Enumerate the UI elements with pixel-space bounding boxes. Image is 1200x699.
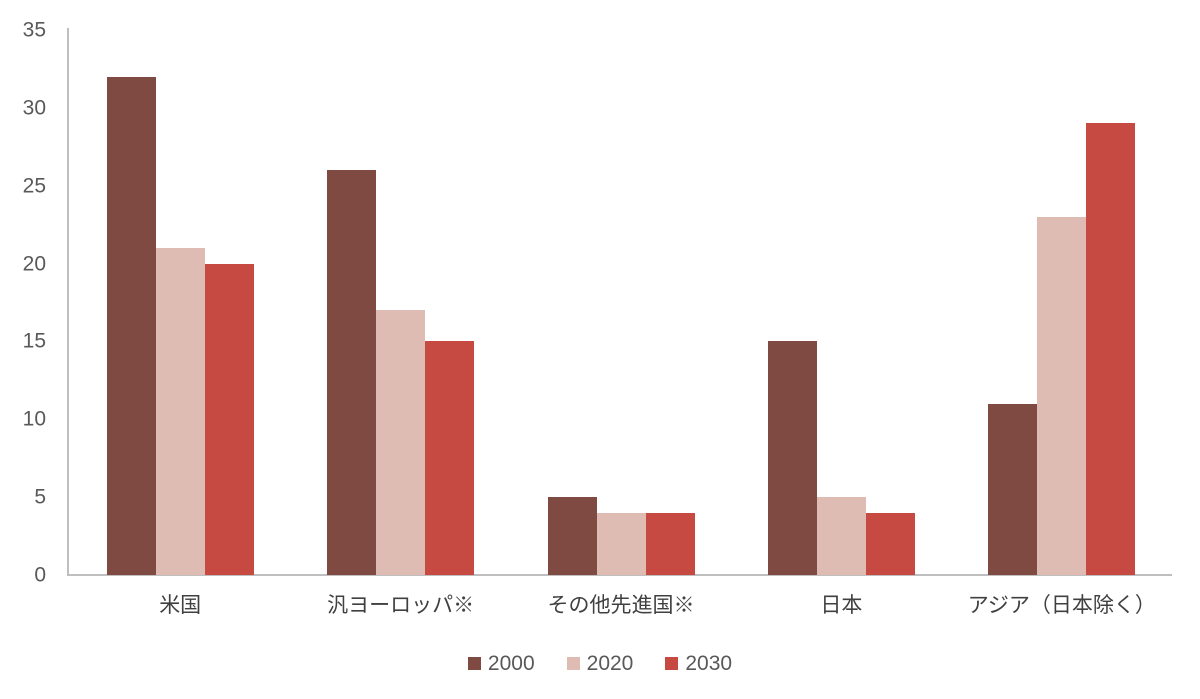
legend-label-2020: 2020	[586, 652, 634, 675]
bar-2030-cat1	[425, 341, 475, 575]
y-tick-label: 30	[22, 96, 46, 120]
legend-item-2020: 2020	[566, 652, 634, 675]
bar-2000-cat2	[547, 497, 597, 575]
legend-swatch-2000	[467, 657, 481, 670]
bar-2030-cat3	[865, 512, 915, 575]
y-tick-label: 20	[22, 252, 46, 276]
legend-swatch-2020	[566, 657, 580, 670]
x-axis-label: その他先進国※	[547, 594, 695, 617]
legend: 2000 2020 2030	[0, 653, 1200, 674]
y-axis-line	[67, 28, 69, 575]
x-axis-line	[67, 574, 1172, 576]
legend-label-2030: 2030	[685, 652, 733, 675]
bar-2000-cat1	[327, 170, 377, 575]
bar-2020-cat2	[596, 512, 646, 575]
bar-2020-cat4	[1037, 216, 1087, 575]
legend-label-2000: 2000	[487, 652, 535, 675]
legend-item-2030: 2030	[665, 653, 732, 674]
bar-2030-cat2	[645, 512, 695, 575]
x-axis-label: 米国	[159, 594, 202, 617]
bar-2030-cat0	[204, 263, 254, 575]
bar-2030-cat4	[1086, 123, 1136, 575]
bar-2000-cat3	[767, 341, 817, 575]
x-axis-label: 汎ヨーロッパ※	[327, 594, 475, 617]
bar-2020-cat0	[155, 248, 205, 575]
y-tick-label: 15	[22, 329, 46, 353]
legend-swatch-2030	[665, 657, 679, 670]
bar-2020-cat3	[816, 497, 866, 575]
y-tick-label: 10	[22, 407, 46, 431]
bar-2000-cat0	[106, 76, 156, 575]
x-axis-label: 日本	[820, 594, 863, 617]
bar-2000-cat4	[988, 403, 1038, 575]
y-tick-label: 5	[34, 485, 46, 509]
y-tick-label: 25	[22, 174, 46, 198]
legend-item-2000: 2000	[467, 652, 535, 675]
y-tick-label: 35	[22, 18, 46, 42]
x-axis-label: アジア（日本除く）	[967, 594, 1156, 617]
bar-2020-cat1	[376, 310, 426, 575]
y-tick-label: 0	[34, 563, 46, 587]
